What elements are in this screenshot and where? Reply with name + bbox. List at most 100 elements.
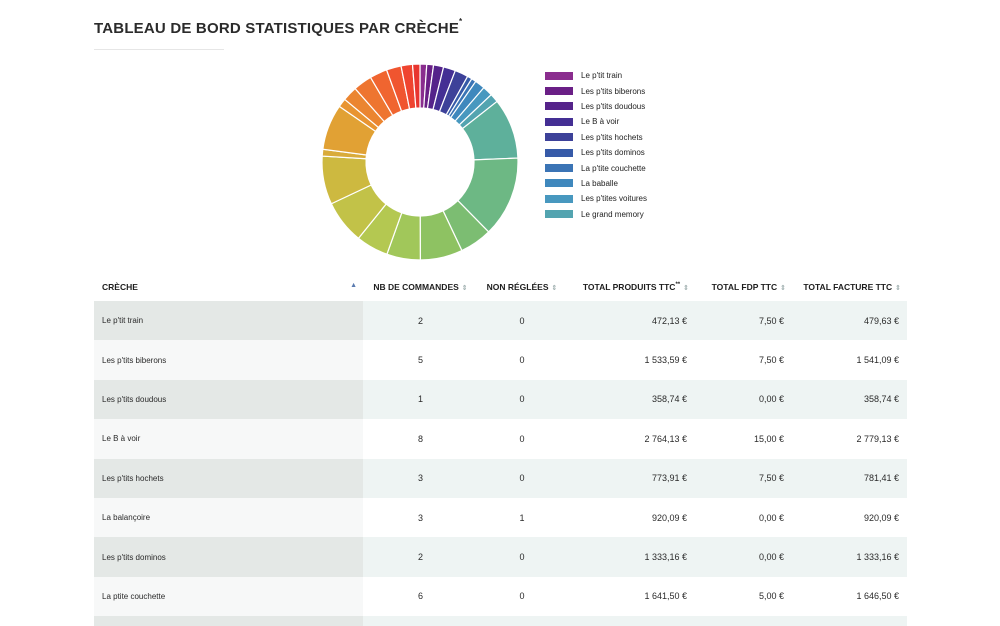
cell-non-reglees: 0 (478, 576, 566, 617)
cell-facture: 479,63 € (792, 301, 907, 341)
sort-asc-icon[interactable]: ▲ (350, 281, 357, 289)
sort-icon[interactable]: ⇕ (461, 284, 468, 292)
cell-commandes: 5 (363, 340, 478, 380)
title-footnote-mark: * (459, 17, 463, 26)
cell-fdp: 15,00 € (695, 419, 792, 459)
legend-swatch (545, 87, 573, 96)
cell-creche: Les p'tits doudous (94, 379, 363, 420)
sort-icon[interactable]: ⇕ (780, 284, 786, 292)
cell-empty (363, 616, 478, 626)
page-title: TABLEAU DE BORD STATISTIQUES PAR CRÈCHE* (94, 17, 463, 37)
legend-item[interactable]: Les p'tits biberons (545, 83, 647, 98)
page-title-text: TABLEAU DE BORD STATISTIQUES PAR CRÈCHE (94, 20, 460, 37)
cell-facture: 920,09 € (792, 497, 907, 538)
cell-commandes: 3 (363, 497, 478, 538)
legend-swatch (545, 210, 573, 219)
legend-item[interactable]: Les p'tits dominos (545, 145, 647, 160)
cell-facture: 358,74 € (792, 379, 907, 420)
cell-non-reglees: 0 (478, 537, 566, 577)
cell-creche: Les p'tits hochets (94, 458, 363, 498)
table-row[interactable]: Les p'tits doudous 1 0 358,74 €0,00 €358,74… (94, 379, 907, 420)
sort-icon[interactable]: ⇕ (895, 284, 901, 292)
cell-empty (566, 616, 695, 626)
legend-label: Les p'tits dominos (581, 148, 645, 158)
legend-label: Les p'tits biberons (581, 86, 646, 96)
table-row[interactable]: La balançoire 3 1 920,09 €0,00 €920,09 € (94, 497, 907, 538)
cell-creche: Les p'tits biberons (94, 340, 363, 380)
cell-empty (478, 616, 566, 626)
cell-creche: La balançoire (94, 497, 363, 538)
cell-produits: 2 764,13 € (566, 419, 695, 459)
table-row[interactable]: Les p'tits hochets 3 0 773,91 €7,50 €781,41… (94, 458, 907, 498)
table-row[interactable]: Le p'tit train 2 0 472,13 €7,50 €479,63 € (94, 301, 907, 341)
donut-slice[interactable] (411, 63, 421, 109)
table-row[interactable]: Le B à voir 8 0 2 764,13 €15,00 €2 779,13 € (94, 419, 907, 459)
cell-facture: 781,41 € (792, 458, 907, 498)
cell-fdp: 0,00 € (695, 537, 792, 577)
sort-icon[interactable]: ⇕ (551, 284, 558, 292)
legend-label: La p'tite couchette (581, 163, 646, 173)
cell-creche: La ptite couchette (94, 576, 363, 617)
legend-item[interactable]: Le grand memory (545, 207, 647, 222)
cell-produits: 1 333,16 € (566, 537, 695, 577)
column-header-total-fdp[interactable]: TOTAL FDP TTC ⇕ (695, 272, 792, 301)
cell-commandes: 6 (363, 576, 478, 617)
cell-fdp: 7,50 € (695, 340, 792, 380)
legend-swatch (545, 194, 573, 203)
donut-chart (321, 63, 519, 261)
legend-item[interactable]: Le B à voir (545, 114, 647, 129)
chart-legend: Le p'tit train Les p'tits biberons Les p't… (545, 68, 647, 222)
cell-non-reglees: 0 (478, 419, 566, 459)
legend-swatch (545, 148, 573, 157)
sort-icon[interactable]: ⇕ (683, 284, 689, 292)
cell-produits: 358,74 € (566, 379, 695, 420)
legend-label: Le B à voir (581, 117, 620, 127)
cell-facture: 1 646,50 € (792, 576, 907, 617)
legend-item[interactable]: La baballe (545, 176, 647, 191)
column-header-label: NON RÉGLÉES (486, 281, 549, 292)
cell-empty (695, 616, 792, 626)
legend-label: Le grand memory (581, 209, 644, 219)
cell-creche: Les p'tits dominos (94, 537, 363, 577)
cell-commandes: 2 (363, 537, 478, 577)
table-row[interactable]: Les p'tits biberons 5 0 1 533,59 €7,50 €1 5… (94, 340, 907, 380)
table-row-partial (94, 616, 907, 626)
cell-fdp: 7,50 € (695, 301, 792, 341)
legend-label: Les p'tits doudous (581, 101, 646, 111)
cell-facture: 1 541,09 € (792, 340, 907, 380)
column-header-total-facture[interactable]: TOTAL FACTURE TTC ⇕ (792, 272, 907, 301)
column-header-label: CRÈCHE (102, 281, 138, 292)
cell-non-reglees: 0 (478, 379, 566, 420)
column-header-label: TOTAL FACTURE TTC (803, 281, 893, 292)
legend-item[interactable]: La p'tite couchette (545, 160, 647, 175)
column-header-non-reglees[interactable]: NON RÉGLÉES ⇕ (478, 272, 566, 301)
title-divider (94, 49, 224, 50)
legend-label: Le p'tit train (581, 71, 623, 81)
column-header-nb-commandes[interactable]: NB DE COMMANDES ⇕ (363, 272, 478, 301)
legend-label: Les p'tites voitures (581, 194, 648, 204)
legend-item[interactable]: Les p'tits hochets (545, 130, 647, 145)
cell-fdp: 0,00 € (695, 379, 792, 420)
legend-swatch (545, 133, 573, 142)
cell-facture: 1 333,16 € (792, 537, 907, 577)
cell-produits: 773,91 € (566, 458, 695, 498)
cell-produits: 1 641,50 € (566, 576, 695, 617)
cell-non-reglees: 0 (478, 458, 566, 498)
cell-commandes: 1 (363, 379, 478, 420)
legend-swatch (545, 179, 573, 188)
table-row[interactable]: La ptite couchette 6 0 1 641,50 €5,00 €1 64… (94, 576, 907, 617)
cell-commandes: 2 (363, 301, 478, 341)
legend-item[interactable]: Les p'tites voitures (545, 191, 647, 206)
column-header-total-produits[interactable]: TOTAL PRODUITS TTC** ⇕ (566, 272, 695, 301)
cell-creche: Le p'tit train (94, 301, 363, 341)
cell-empty (94, 616, 363, 626)
legend-swatch (545, 102, 573, 111)
column-header-creche[interactable]: CRÈCHE ▲ (94, 272, 363, 301)
legend-label: Les p'tits hochets (581, 132, 643, 142)
table-header-row: CRÈCHE ▲ NB DE COMMANDES ⇕ NON RÉGLÉES ⇕ TO… (94, 272, 907, 301)
legend-item[interactable]: Le p'tit train (545, 68, 647, 83)
table-row[interactable]: Les p'tits dominos 2 0 1 333,16 €0,00 €1 33… (94, 537, 907, 577)
cell-produits: 920,09 € (566, 497, 695, 538)
cell-non-reglees: 1 (478, 497, 566, 538)
legend-item[interactable]: Les p'tits doudous (545, 99, 647, 114)
